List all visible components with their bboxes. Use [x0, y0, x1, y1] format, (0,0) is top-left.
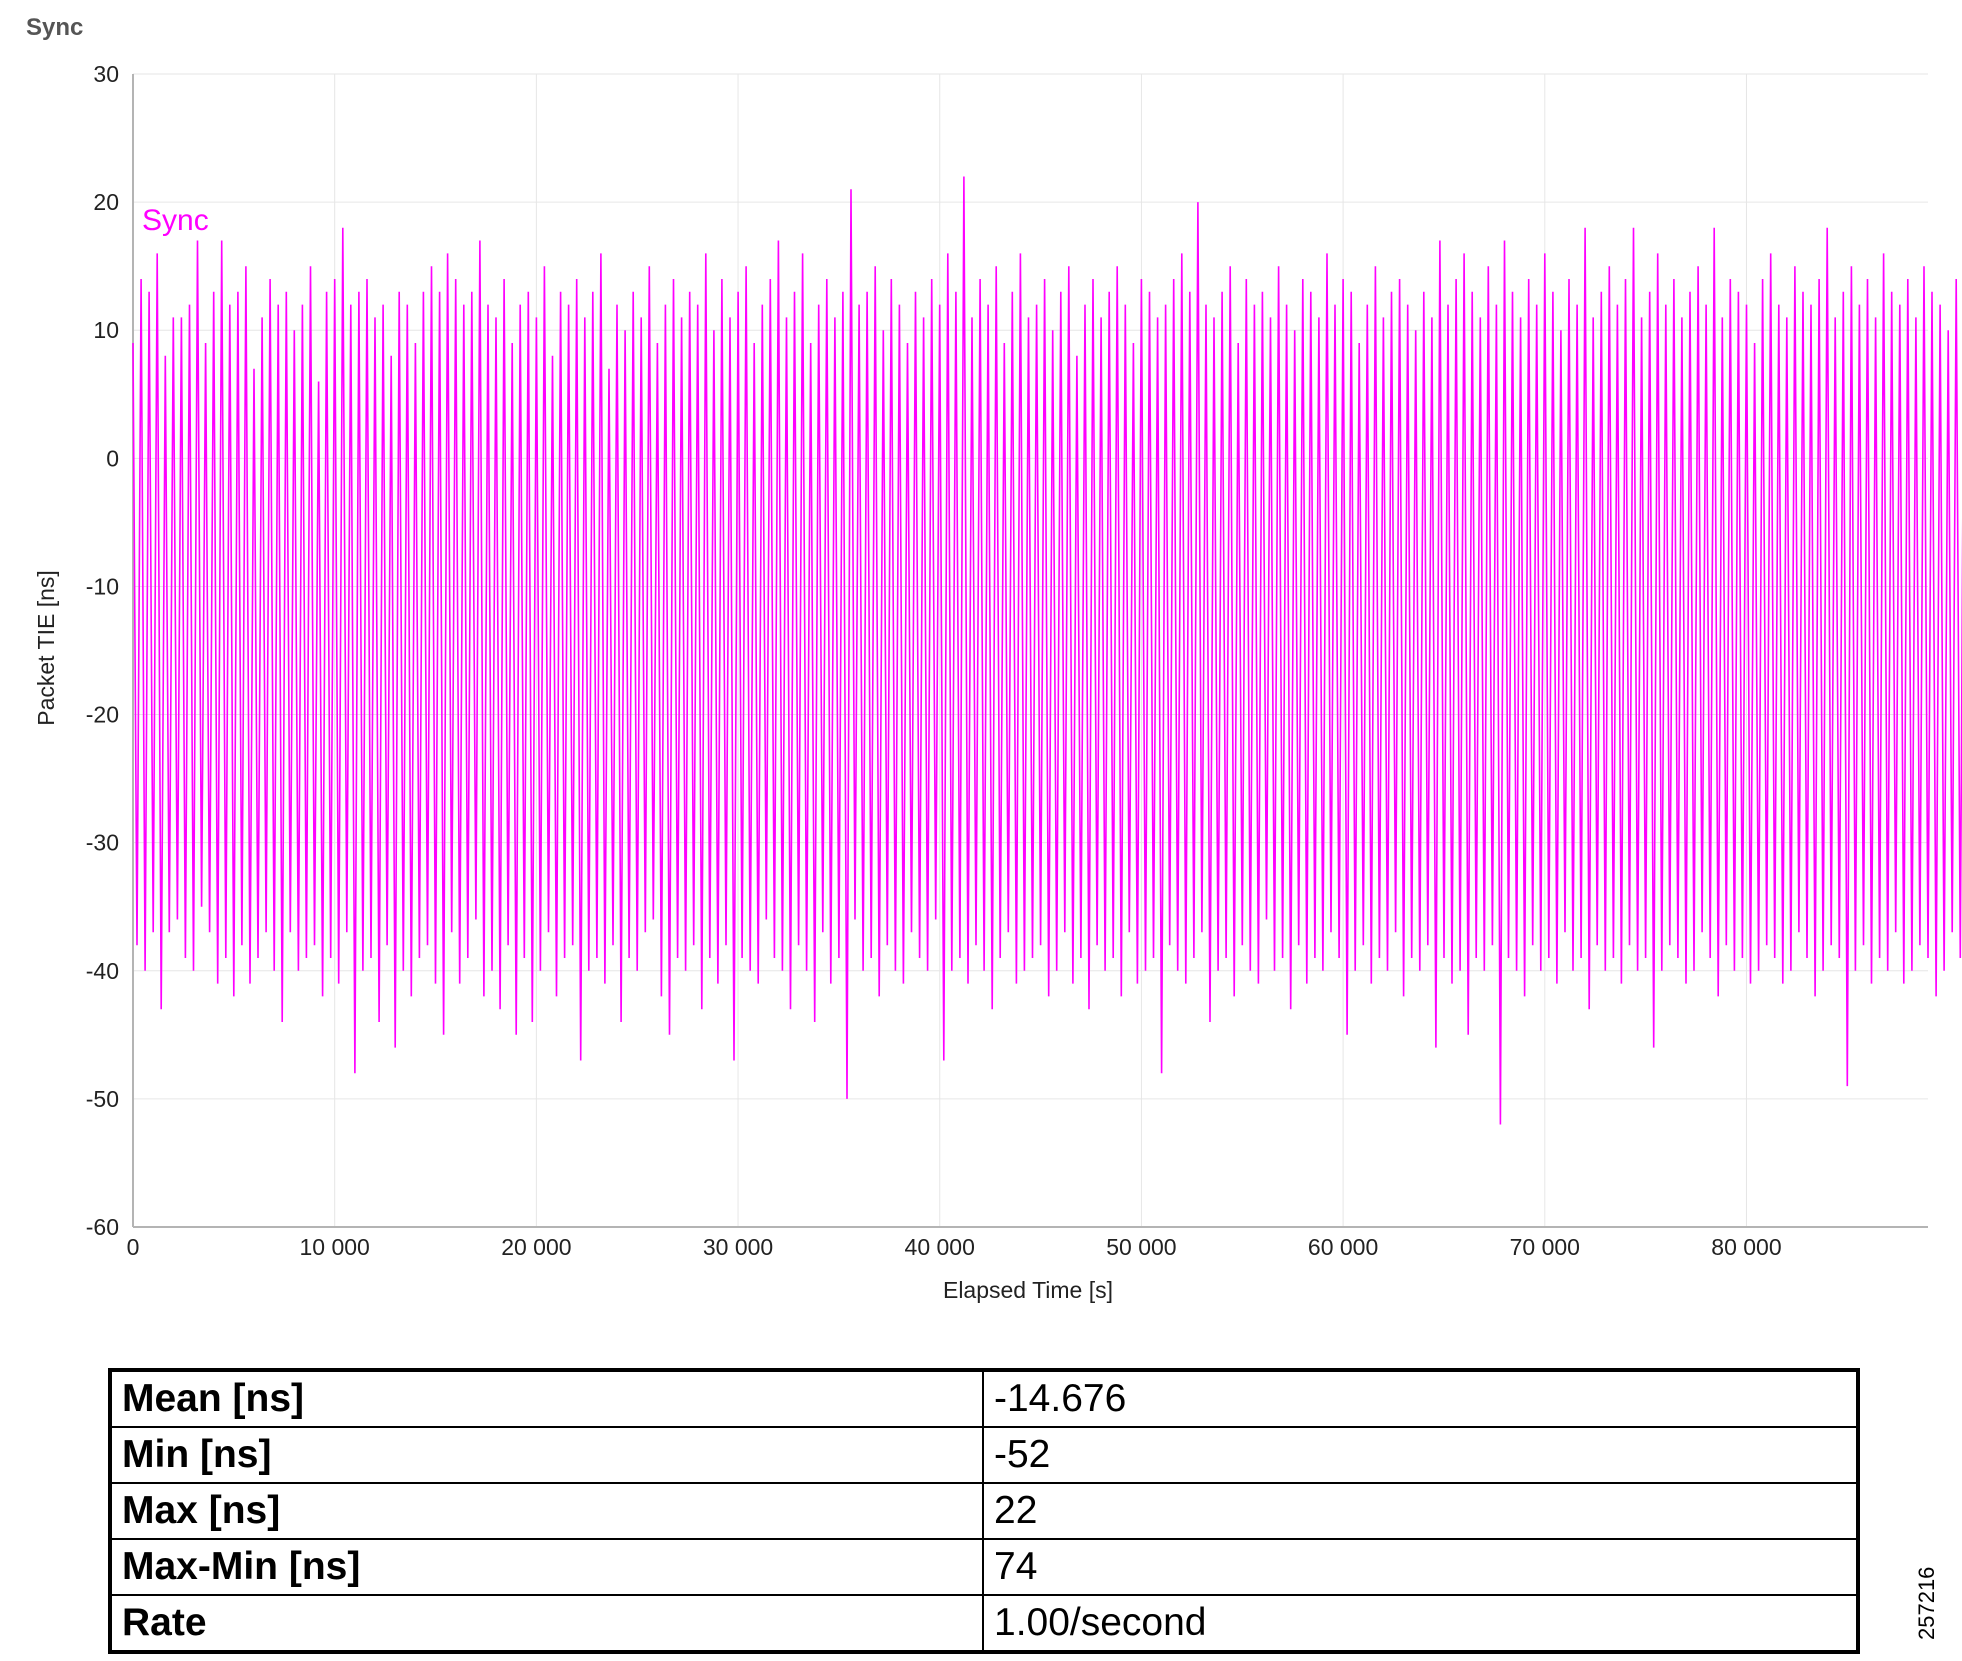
x-tick-label: 10 000: [300, 1234, 370, 1260]
y-tick-label: -50: [86, 1086, 119, 1112]
y-tick-label: -40: [86, 958, 119, 984]
statistics-table: Mean [ns] -14.676 Min [ns] -52 Max [ns] 22 Max…: [108, 1368, 1860, 1654]
tick-labels: 30 20 10 0 -10 -20 -30 -40 -50 -60 0 10 000 20 000 30…: [86, 61, 1782, 1260]
stats-value: 22: [982, 1482, 1859, 1540]
x-tick-label: 70 000: [1510, 1234, 1580, 1260]
stats-label: Max-Min [ns]: [109, 1538, 984, 1596]
y-tick-label: 30: [93, 61, 119, 87]
stats-label: Rate: [109, 1594, 984, 1653]
axes: [132, 74, 1928, 1228]
x-axis-label: Elapsed Time [s]: [943, 1277, 1113, 1303]
stats-label: Max [ns]: [109, 1482, 984, 1540]
stats-row: Mean [ns] -14.676: [109, 1369, 1859, 1428]
x-tick-label: 20 000: [501, 1234, 571, 1260]
x-tick-label: 0: [127, 1234, 140, 1260]
stats-value: 74: [982, 1538, 1859, 1596]
y-tick-label: -20: [86, 702, 119, 728]
plot-series: [132, 176, 1962, 1125]
y-tick-label: 20: [93, 189, 119, 215]
stats-value: -52: [982, 1426, 1859, 1484]
y-tick-label: 10: [93, 317, 119, 343]
statistics-table-body: Mean [ns] -14.676 Min [ns] -52 Max [ns] 22 Max…: [109, 1369, 1859, 1653]
y-tick-label: -60: [86, 1214, 119, 1240]
stats-label: Mean [ns]: [109, 1369, 984, 1428]
y-tick-label: 0: [106, 445, 119, 471]
x-tick-label: 80 000: [1711, 1234, 1781, 1260]
y-axis-label: Packet TIE [ns]: [33, 570, 59, 726]
chart-area: 30 20 10 0 -10 -20 -30 -40 -50 -60 0 10 000 20 000 30…: [33, 61, 1962, 1303]
x-tick-label: 50 000: [1106, 1234, 1176, 1260]
stats-row: Max [ns] 22: [109, 1482, 1859, 1540]
y-tick-label: -10: [86, 573, 119, 599]
stats-row: Rate 1.00/second: [109, 1594, 1859, 1653]
series-line-sync: [132, 176, 1962, 1125]
x-tick-label: 60 000: [1308, 1234, 1378, 1260]
y-tick-label: -30: [86, 830, 119, 856]
stats-value: -14.676: [982, 1369, 1859, 1428]
stats-row: Min [ns] -52: [109, 1426, 1859, 1484]
stats-value: 1.00/second: [982, 1594, 1859, 1653]
x-tick-label: 30 000: [703, 1234, 773, 1260]
stats-row: Max-Min [ns] 74: [109, 1538, 1859, 1596]
figure-id: 257216: [1914, 1566, 1939, 1640]
stats-label: Min [ns]: [109, 1426, 984, 1484]
chart-title: Sync: [26, 14, 84, 41]
x-tick-label: 40 000: [905, 1234, 975, 1260]
legend-series-sync: Sync: [142, 204, 209, 237]
